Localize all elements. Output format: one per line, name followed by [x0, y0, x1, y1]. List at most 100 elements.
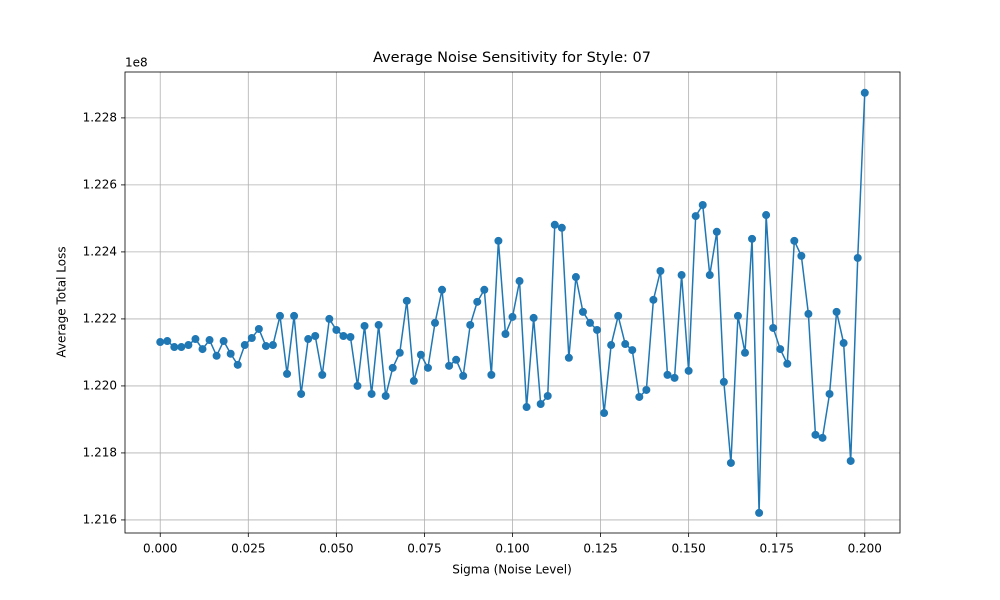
data-point: [832, 307, 841, 316]
chart-title: Average Noise Sensitivity for Style: 07: [373, 50, 651, 66]
data-point: [163, 337, 172, 346]
data-point: [501, 329, 510, 338]
data-point: [487, 370, 496, 379]
data-point: [621, 340, 630, 349]
data-point: [536, 400, 545, 409]
data-point: [776, 345, 785, 354]
data-point: [733, 311, 742, 320]
data-point: [494, 236, 503, 245]
data-point: [219, 337, 228, 346]
data-point: [367, 389, 376, 398]
data-point: [388, 363, 397, 372]
data-point: [712, 227, 721, 236]
x-tick-label: 0.000: [143, 542, 177, 556]
x-tick-label: 0.075: [407, 542, 441, 556]
data-point: [564, 353, 573, 362]
data-point: [818, 433, 827, 442]
y-tick-label: 1.228: [83, 110, 117, 124]
data-point: [783, 359, 792, 368]
data-point: [283, 369, 292, 378]
data-point: [614, 311, 623, 320]
data-point: [670, 373, 679, 382]
data-point: [571, 273, 580, 282]
data-point: [642, 385, 651, 394]
data-point: [184, 341, 193, 350]
data-point: [663, 370, 672, 379]
data-point: [395, 348, 404, 357]
data-point: [156, 338, 165, 347]
x-axis-label: Sigma (Noise Level): [452, 563, 572, 577]
data-point: [346, 333, 355, 342]
y-tick-label: 1.218: [83, 445, 117, 459]
y-tick-label: 1.222: [83, 311, 117, 325]
data-point: [360, 321, 369, 330]
data-point: [705, 271, 714, 280]
data-point: [318, 370, 327, 379]
y-tick-label: 1.226: [83, 177, 117, 191]
data-point: [297, 389, 306, 398]
data-point: [381, 391, 390, 400]
data-point: [769, 323, 778, 332]
data-point: [677, 271, 686, 280]
y-axis-label: Average Total Loss: [55, 246, 69, 357]
data-point: [741, 348, 749, 357]
data-point: [445, 361, 454, 370]
data-point: [600, 409, 609, 418]
data-point: [811, 430, 820, 439]
data-point: [586, 318, 594, 327]
data-point: [804, 309, 813, 318]
y-tick-label: 1.220: [83, 378, 117, 392]
data-point: [170, 343, 179, 352]
plot-frame: [124, 71, 901, 534]
data-point: [480, 285, 489, 294]
data-point: [522, 403, 531, 412]
data-point: [790, 236, 799, 245]
data-point: [762, 211, 771, 220]
data-point: [593, 325, 602, 334]
data-point: [452, 355, 461, 364]
data-point: [438, 285, 447, 294]
data-point: [198, 345, 207, 354]
data-point: [276, 311, 284, 320]
x-tick-label: 0.150: [671, 542, 705, 556]
data-point: [254, 324, 263, 333]
data-point: [726, 458, 735, 467]
data-point: [240, 341, 249, 350]
data-point: [226, 349, 235, 358]
data-point: [304, 335, 313, 344]
x-tick-label: 0.050: [319, 542, 353, 556]
data-point: [290, 311, 299, 320]
data-point: [748, 234, 757, 243]
x-tick-label: 0.125: [583, 542, 617, 556]
data-point: [332, 325, 341, 334]
data-point: [755, 508, 764, 517]
data-point: [691, 212, 700, 221]
data-point: [212, 351, 221, 360]
data-point: [508, 312, 517, 321]
data-point: [797, 251, 806, 260]
data-point: [261, 342, 270, 351]
data-point: [423, 363, 432, 372]
data-point: [466, 320, 475, 329]
data-point: [247, 334, 256, 343]
data-point: [233, 360, 242, 369]
data-point: [656, 267, 665, 276]
data-point: [416, 350, 425, 359]
data-point: [515, 277, 524, 286]
data-point: [268, 341, 277, 350]
data-point: [853, 253, 862, 262]
y-tick-label: 1.224: [83, 244, 117, 258]
x-tick-label: 0.025: [231, 542, 265, 556]
data-point: [543, 391, 552, 400]
data-point: [557, 223, 566, 232]
x-tick-label: 0.200: [848, 542, 882, 556]
data-point: [550, 220, 559, 229]
data-point: [353, 381, 362, 390]
data-point: [177, 343, 186, 352]
data-point: [578, 307, 587, 316]
data-point: [191, 335, 200, 344]
data-point: [529, 313, 538, 322]
data-point: [431, 318, 439, 327]
x-tick-label: 0.175: [760, 542, 794, 556]
data-point: [846, 456, 855, 465]
